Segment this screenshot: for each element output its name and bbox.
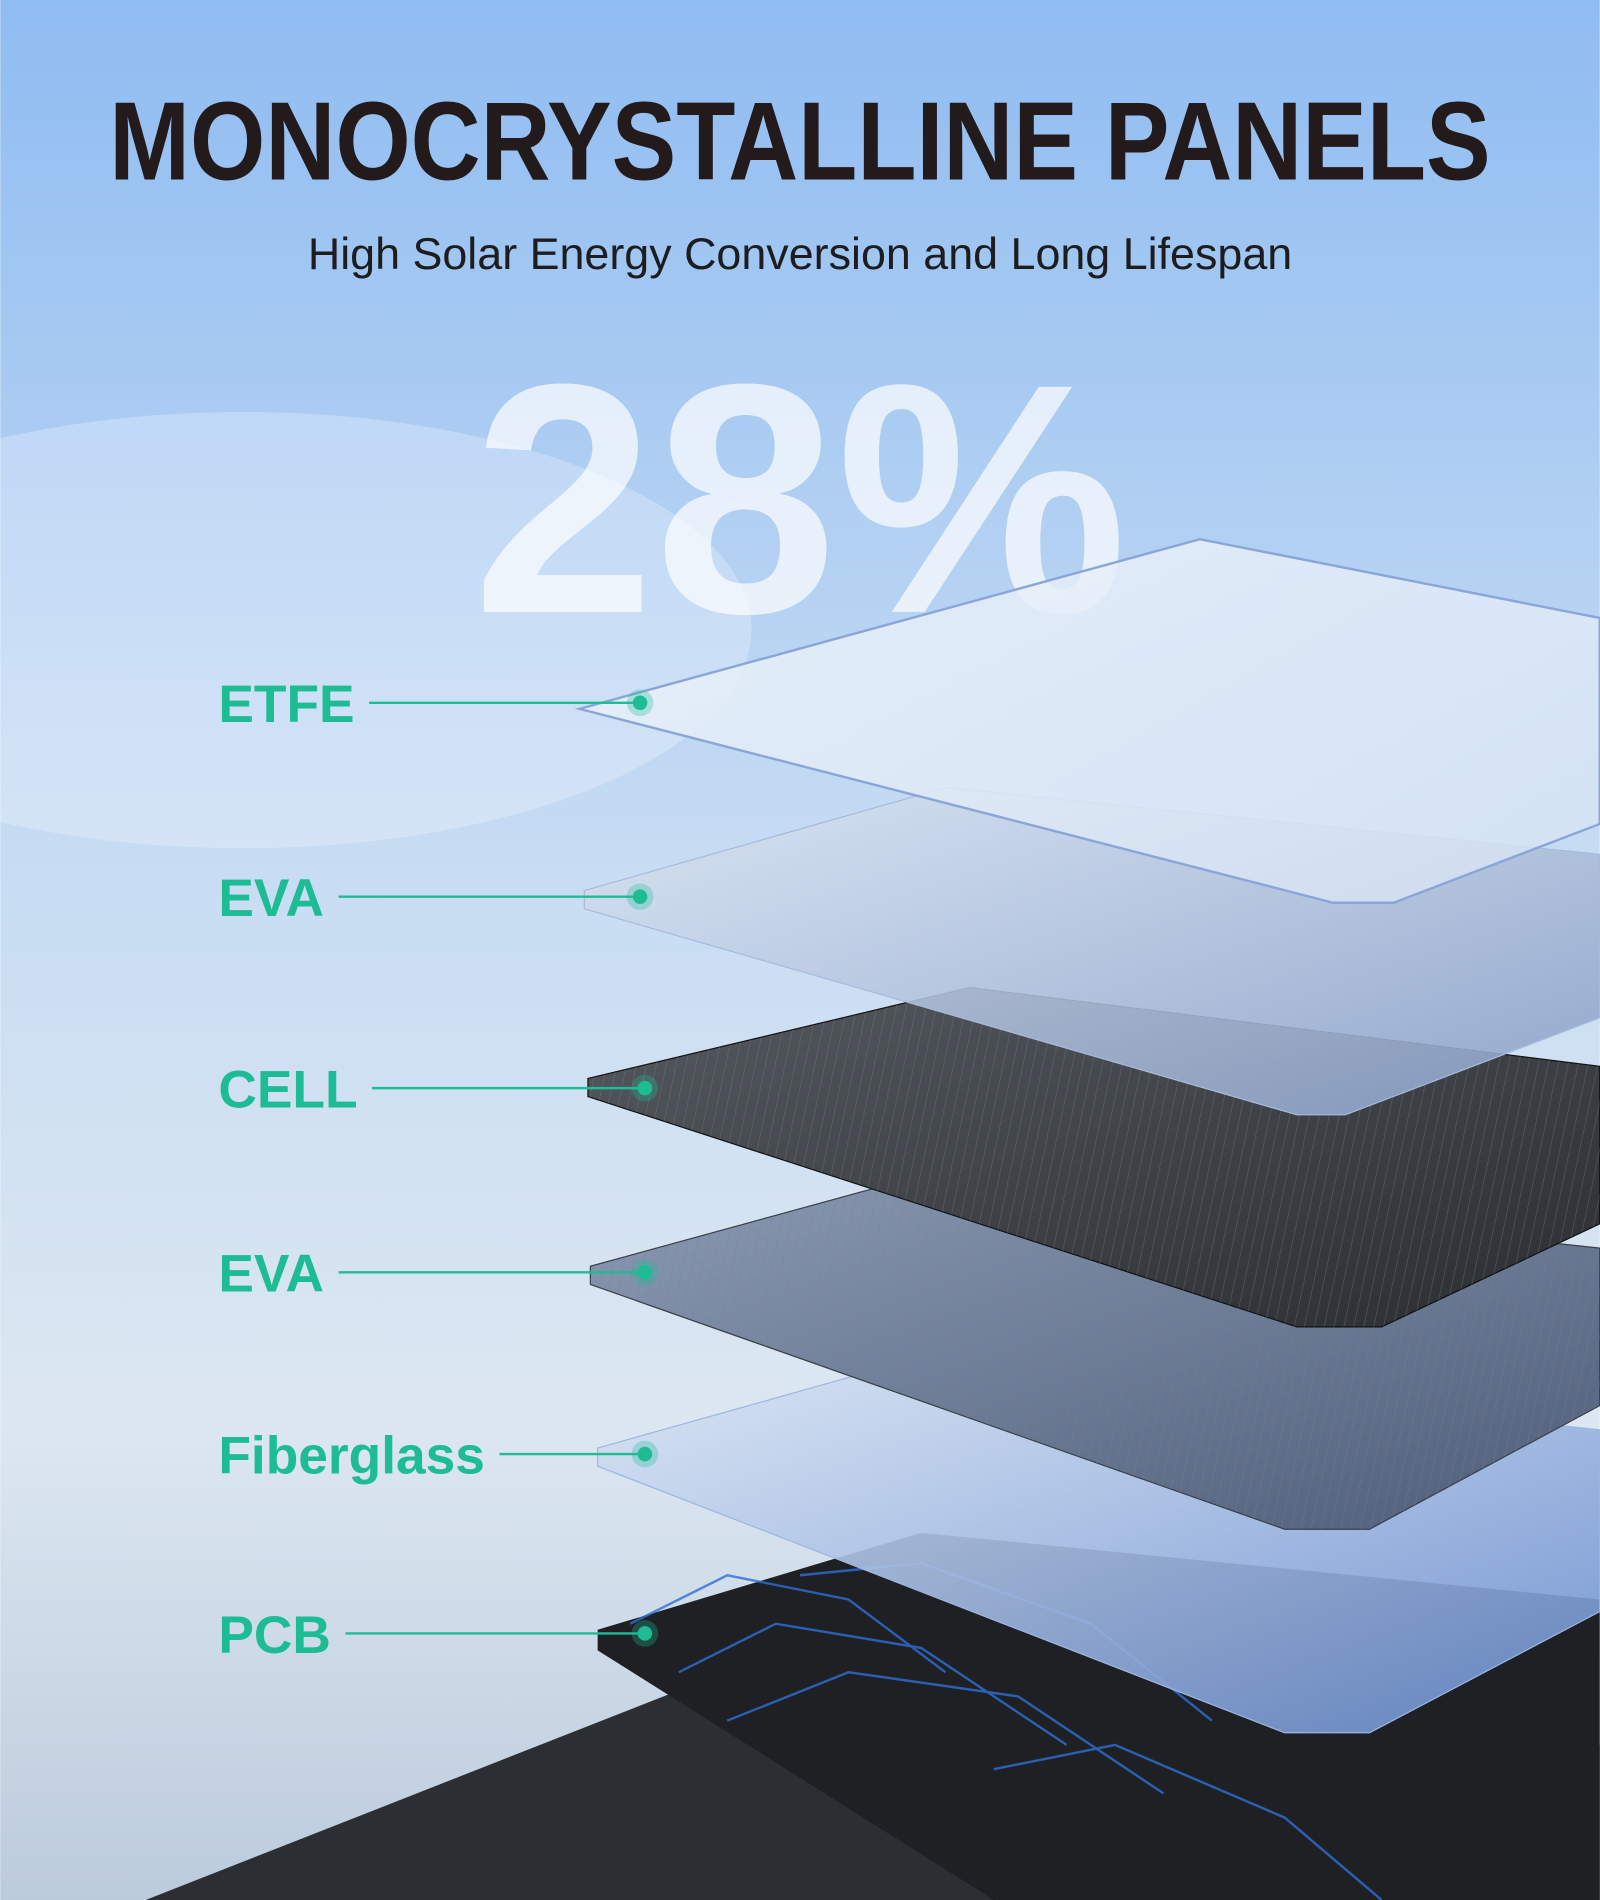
leader-dot — [637, 1265, 653, 1280]
subtitle: High Solar Energy Conversion and Long Li… — [308, 228, 1292, 279]
cloud — [0, 412, 752, 849]
layer-label: ETFE — [218, 675, 354, 734]
title: MONOCRYSTALLINE PANELS — [109, 78, 1490, 203]
leader-dot — [637, 1626, 653, 1641]
layer-label: EVA — [218, 1245, 324, 1304]
leader-dot — [632, 889, 648, 904]
layer-label: CELL — [218, 1061, 357, 1120]
layer-label: PCB — [218, 1606, 331, 1665]
layer-labels: ETFE EVA CELL EVA Fiberglass PCB — [218, 675, 659, 1665]
layer-label: EVA — [218, 869, 324, 928]
leader-dot — [637, 1446, 653, 1462]
layer-label: Fiberglass — [218, 1426, 485, 1485]
leader-dot — [637, 1080, 653, 1096]
leader-dot — [632, 695, 648, 711]
